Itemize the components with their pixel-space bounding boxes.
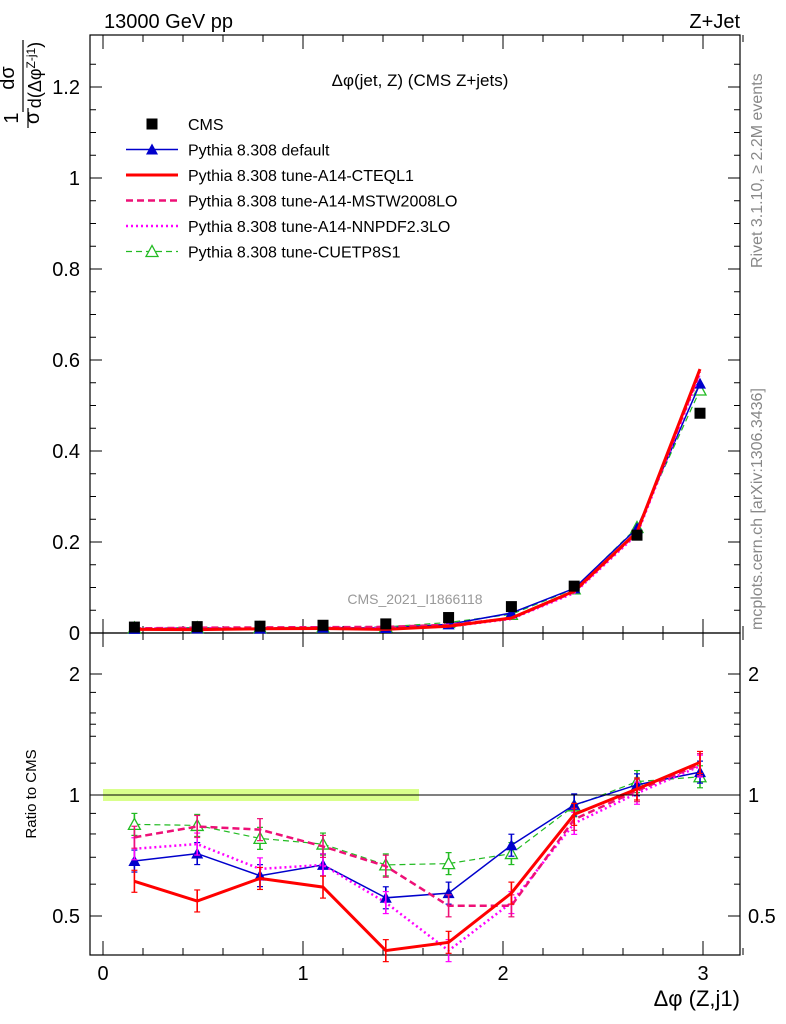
ratio-cuetp8s1-point — [441, 856, 456, 870]
y-tick-label: 1.2 — [52, 77, 80, 99]
legend-label-mstw: Pythia 8.308 tune-A14-MSTW2008LO — [188, 194, 457, 211]
ratio-y-tick-label-right: 0.5 — [748, 906, 776, 928]
y-tick-label: 0.8 — [52, 259, 80, 281]
y-tick-label: 1 — [69, 168, 80, 190]
legend-label-cteql1: Pythia 8.308 tune-A14-CTEQL1 — [188, 168, 414, 185]
top-data-point — [191, 621, 203, 633]
legend-default-point — [146, 143, 158, 155]
ratio-nnpdf-line — [134, 764, 701, 953]
x-tick-label: 3 — [697, 963, 708, 985]
ratio-series — [127, 750, 708, 963]
y-tick-label: 0 — [69, 623, 80, 645]
y-tick-label: 0.6 — [52, 350, 80, 372]
ratio-default-point — [128, 855, 141, 867]
top-data-point — [443, 612, 455, 624]
top-mstw-line — [134, 371, 702, 630]
legend-label-default: Pythia 8.308 default — [188, 143, 330, 160]
ratio-default-point — [505, 839, 518, 851]
top-axis-ticks: 0 0.2 0.4 0.6 0.8 1 1.2 — [52, 35, 744, 645]
svg-text:dσ: dσ — [0, 66, 19, 90]
legend: CMS Pythia 8.308 default Pythia 8.308 tune… — [126, 117, 457, 262]
x-tick-label: 1 — [297, 963, 308, 985]
header-left: 13000 GeV pp — [104, 11, 233, 33]
y-tick-label: 0.4 — [52, 441, 80, 463]
ratio-mstw-line — [134, 763, 701, 908]
top-data-point — [631, 529, 643, 541]
top-data-point — [317, 619, 329, 631]
analysis-watermark: CMS_2021_I1866118 — [347, 591, 482, 607]
ratio-y-tick-label: 0.5 — [52, 906, 80, 928]
legend-data-point — [146, 118, 158, 130]
ratio-y-tick-label-right: 1 — [748, 785, 759, 807]
ratio-y-tick-label: 1 — [69, 785, 80, 807]
ratio-cuetp8s1-line — [134, 776, 701, 866]
plot-title: Δφ(jet, Z) (CMS Z+jets) — [332, 71, 509, 90]
svg-text:d(ΔφZ-j1): d(ΔφZ-j1) — [24, 42, 45, 108]
ratio-y-tick-label-right: 2 — [748, 664, 759, 686]
rivet-version-label: Rivet 3.1.10, ≥ 2.2M events — [749, 73, 766, 268]
top-data-point — [568, 580, 580, 592]
source-label: mcplots.cern.ch [arXiv:1306.3436] — [749, 388, 766, 630]
ratio-cteql1-line — [133, 761, 701, 953]
legend-label-nnpdf: Pythia 8.308 tune-A14-NNPDF2.3LO — [188, 219, 450, 236]
top-cteql1-line — [134, 368, 702, 632]
top-data-point — [380, 618, 392, 630]
svg-text:σ: σ — [22, 111, 44, 124]
header-right: Z+Jet — [689, 11, 740, 33]
ratio-y-tick-label: 2 — [69, 664, 80, 686]
y-axis-label-top: 1 σ dσ d(ΔφZ-j1) — [0, 40, 45, 128]
x-axis-label: Δφ (Z,j1) — [654, 986, 740, 1011]
y-axis-label-ratio: Ratio to CMS — [23, 749, 40, 838]
legend-label-cuetp8s1: Pythia 8.308 tune-CUETP8S1 — [188, 245, 401, 262]
top-default-point — [694, 377, 706, 389]
ratio-axis-ticks: 0.5 0.5 1 1 2 2 0 1 2 3 — [52, 633, 776, 985]
top-data-point — [694, 407, 706, 419]
x-tick-label: 0 — [97, 963, 108, 985]
top-data-point — [254, 620, 266, 632]
legend-cuetp8s1-point — [144, 244, 160, 258]
x-tick-label: 2 — [497, 963, 508, 985]
top-data-point — [128, 621, 140, 633]
top-series — [127, 368, 708, 634]
legend-label-data: CMS — [188, 117, 224, 134]
top-data-point — [505, 601, 517, 613]
svg-text:1: 1 — [1, 112, 23, 123]
y-tick-label: 0.2 — [52, 532, 80, 554]
ratio-panel-frame — [89, 632, 741, 956]
